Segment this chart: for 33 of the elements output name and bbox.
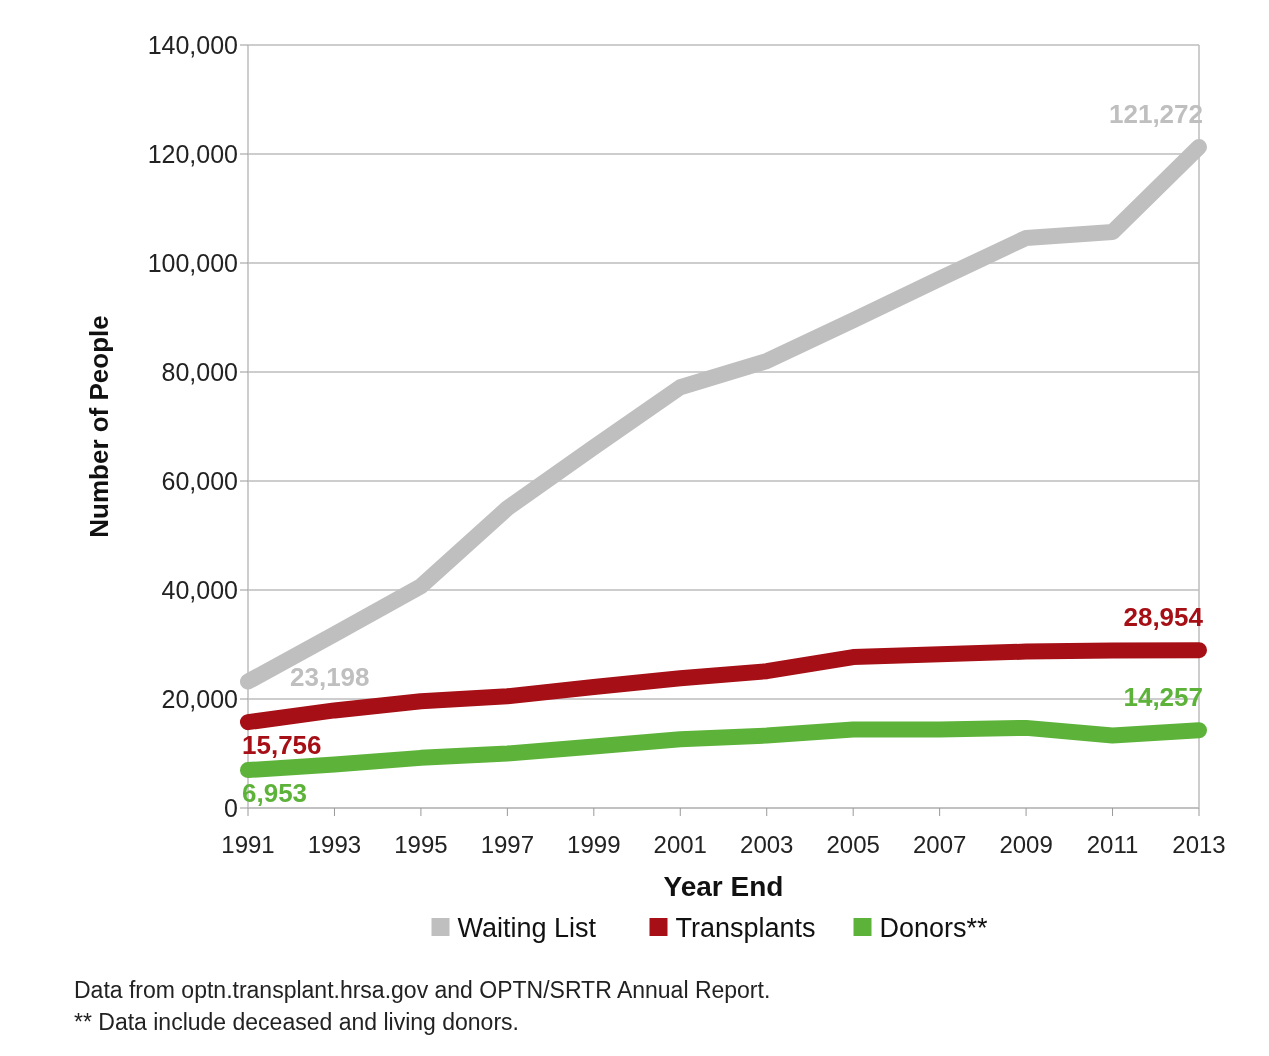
x-tick-label: 2007 [912, 831, 967, 858]
x-tick-label: 2009 [999, 831, 1053, 858]
data-label: 6,953 [242, 778, 308, 809]
x-tick-label: 2003 [740, 831, 794, 858]
x-tick-label: 1993 [307, 831, 362, 858]
y-tick-label: 0 [224, 793, 238, 822]
y-tick-label: 80,000 [161, 357, 238, 386]
y-tick-label: 40,000 [161, 575, 238, 604]
x-axis-title: Year End [663, 871, 784, 902]
y-tick-label: 120,000 [147, 139, 238, 168]
x-tick-label: 1999 [567, 831, 621, 858]
data-label: 23,198 [290, 661, 370, 692]
text: Data from optn.transplant.hrsa.gov and OPTN/SRTR Annual Report. [74, 977, 771, 1003]
legend-label: Donors** [879, 913, 989, 944]
x-tick-label: 1997 [480, 831, 535, 858]
y-tick-label: 140,000 [147, 30, 238, 59]
x-tick-label: 2013 [1172, 831, 1226, 858]
data-label: 15,756 [242, 730, 322, 761]
y-tick-label: 100,000 [147, 248, 238, 277]
data-label: 28,954 [1123, 602, 1204, 633]
y-tick-label: 60,000 [161, 466, 238, 495]
legend-label: Waiting List [457, 913, 597, 944]
x-tick-label: 1995 [394, 831, 448, 858]
data-label: 121,272 [1109, 99, 1203, 130]
y-axis-title: Number of People [84, 315, 114, 538]
x-tick-label: 2011 [1086, 831, 1139, 858]
legend-label: Transplants [675, 913, 816, 944]
x-tick-label: 2001 [653, 831, 707, 858]
text: ** Data include deceased and living donors. [74, 1009, 519, 1035]
x-tick-label: 1991 [221, 831, 275, 858]
data-label: 14,257 [1123, 682, 1203, 713]
y-tick-label: 20,000 [161, 684, 238, 713]
x-tick-label: 2005 [826, 831, 880, 858]
